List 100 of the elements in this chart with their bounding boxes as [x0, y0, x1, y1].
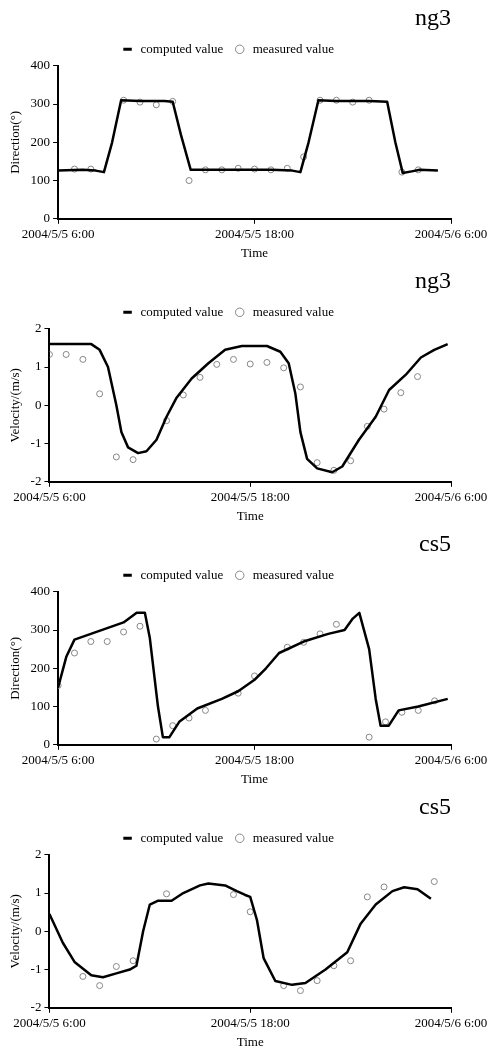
point — [179, 391, 187, 399]
point — [414, 373, 422, 381]
x-tick-label: 2004/5/5 18:00 — [215, 752, 295, 768]
legend-label: measured value — [252, 829, 335, 845]
y-axis-title: Direction(°) — [7, 636, 23, 700]
point — [380, 405, 388, 413]
point — [218, 166, 226, 174]
legend-label: measured value — [252, 40, 335, 56]
point — [280, 364, 288, 372]
y-tick-label: 2 — [34, 320, 42, 336]
y-axis-title: Direction(°) — [7, 110, 23, 174]
point — [246, 908, 254, 916]
x-tick-label: 2004/5/5 18:00 — [210, 489, 290, 505]
point — [330, 962, 338, 970]
point — [330, 466, 338, 474]
point — [62, 350, 70, 358]
y-tick-label: 100 — [30, 171, 51, 187]
y-tick-label: 0 — [43, 210, 51, 226]
point — [414, 706, 422, 714]
x-tick-label: 2004/5/6 6:00 — [414, 752, 488, 768]
point — [280, 982, 288, 990]
y-tick-label: 1 — [34, 358, 42, 374]
point — [213, 360, 221, 368]
point — [296, 383, 304, 391]
y-tick-label: -2 — [30, 999, 42, 1015]
point — [365, 96, 373, 104]
point — [263, 358, 271, 366]
point — [152, 735, 160, 743]
point — [431, 697, 439, 705]
point — [283, 643, 291, 651]
point — [79, 355, 87, 363]
point — [313, 459, 321, 467]
point — [397, 389, 405, 397]
x-axis-title: Time — [236, 507, 264, 523]
point — [300, 153, 308, 161]
point — [398, 168, 406, 176]
x-tick-label: 2004/5/6 6:00 — [414, 489, 488, 505]
x-axis-title: Time — [236, 1033, 264, 1049]
y-tick-label: 300 — [30, 95, 51, 111]
point — [229, 891, 237, 899]
point — [79, 972, 87, 980]
x-axis-title: Time — [241, 244, 269, 260]
y-tick-label: 0 — [34, 396, 42, 412]
point — [185, 714, 193, 722]
point — [267, 166, 275, 174]
point — [136, 622, 144, 630]
x-tick-label: 2004/5/5 6:00 — [13, 489, 86, 505]
point — [70, 649, 78, 657]
x-tick-label: 2004/5/5 18:00 — [210, 1015, 290, 1031]
point — [112, 962, 120, 970]
y-tick-label: 0 — [34, 922, 42, 938]
y-tick-label: 400 — [30, 583, 51, 599]
y-tick-label: -1 — [30, 434, 42, 450]
y-tick-label: 100 — [30, 697, 51, 713]
point — [201, 706, 209, 714]
x-tick-label: 2004/5/5 18:00 — [215, 226, 295, 242]
point — [229, 355, 237, 363]
legend-label: measured value — [252, 303, 335, 319]
point — [246, 360, 254, 368]
x-tick-label: 2004/5/5 6:00 — [21, 226, 95, 242]
y-tick-label: 2 — [34, 846, 42, 862]
point — [169, 97, 177, 105]
point — [234, 689, 242, 697]
point — [296, 987, 304, 995]
y-tick-label: 300 — [30, 621, 51, 637]
point — [87, 165, 95, 173]
point — [163, 890, 171, 898]
point — [196, 373, 204, 381]
point — [332, 620, 340, 628]
point — [201, 166, 209, 174]
point — [185, 177, 193, 185]
y-tick-label: 400 — [30, 57, 51, 73]
legend-label: measured value — [252, 566, 335, 582]
x-tick-label: 2004/5/5 6:00 — [13, 1015, 86, 1031]
y-tick-label: 200 — [30, 659, 51, 675]
point — [129, 456, 137, 464]
point — [120, 96, 128, 104]
point — [251, 165, 259, 173]
y-tick-label: 1 — [34, 884, 42, 900]
point — [398, 708, 406, 716]
x-tick-label: 2004/5/6 6:00 — [414, 1015, 488, 1031]
point — [163, 417, 171, 425]
point — [380, 883, 388, 891]
point — [347, 457, 355, 465]
chart-title: ng3 — [415, 266, 451, 293]
y-tick-label: 200 — [30, 133, 51, 149]
point — [414, 166, 422, 174]
point — [96, 982, 104, 990]
y-axis-title: Velocity/(m/s) — [7, 894, 23, 969]
y-tick-label: 0 — [43, 736, 51, 752]
legend-label: computed value — [140, 829, 224, 845]
legend-label: computed value — [140, 303, 224, 319]
y-tick-label: -2 — [30, 473, 42, 489]
point — [382, 718, 390, 726]
point — [316, 96, 324, 104]
point — [87, 638, 95, 646]
chart-title: cs5 — [419, 792, 451, 819]
y-tick-label: -1 — [30, 960, 42, 976]
y-axis-title: Velocity/(m/s) — [7, 368, 23, 443]
point — [120, 628, 128, 636]
